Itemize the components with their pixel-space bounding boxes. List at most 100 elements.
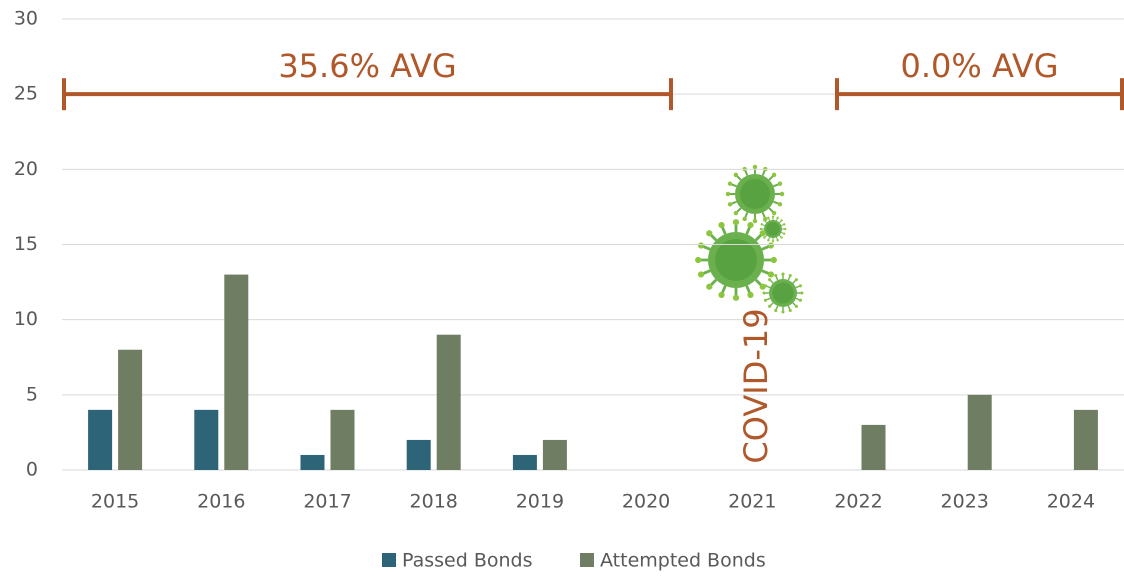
y-tick-label: 0 — [26, 459, 38, 481]
virus-spike-tip — [718, 221, 725, 229]
virus-inner — [766, 222, 780, 236]
y-tick-label: 15 — [14, 233, 38, 255]
bar — [406, 439, 431, 470]
virus-spike-tip — [759, 227, 763, 231]
virus-spike-tip — [763, 236, 766, 239]
bar — [1073, 409, 1098, 470]
virus-spike-tip — [771, 172, 777, 178]
virus-spike-tip — [697, 242, 705, 249]
virus-spike-tip — [768, 278, 772, 282]
annotation: 35.6% AVG — [278, 47, 456, 85]
bar — [967, 394, 992, 470]
virus-spike-tip — [725, 191, 731, 197]
x-tick-label: 2023 — [941, 491, 989, 513]
virus-spike-tip — [767, 239, 770, 242]
virus-spike-tip — [783, 227, 787, 231]
virus-spike-tip — [777, 202, 783, 207]
virus-spike-tip — [706, 230, 713, 237]
virus-spike-tip — [781, 310, 785, 314]
virus-spike-tip — [767, 271, 775, 278]
virus-spike-tip — [752, 164, 758, 170]
virus-spike-tip — [732, 219, 740, 226]
virus-inner — [740, 179, 770, 209]
bar — [88, 409, 113, 470]
legend-label: Attempted Bonds — [600, 550, 766, 572]
virus-spike-tip — [771, 210, 777, 216]
annotation: 0.0% AVG — [901, 47, 1059, 85]
bar — [224, 274, 249, 470]
virus-spike-tip — [780, 219, 783, 222]
x-tick-label: 2024 — [1047, 491, 1095, 513]
virus-spike-tip — [777, 181, 783, 186]
virus-spike-tip — [774, 308, 778, 313]
virus-spike-tip — [763, 219, 766, 222]
virus-spike-tip — [763, 284, 768, 288]
virus-spike-tip — [742, 216, 747, 222]
virus-spike-tip — [706, 283, 713, 290]
virus-spike-tip — [727, 202, 733, 207]
y-tick-label: 25 — [14, 83, 38, 105]
virus-spike-tip — [800, 291, 804, 295]
virus-spike-tip — [771, 239, 775, 243]
legend-swatch — [382, 553, 396, 567]
virus-spike-tip — [771, 215, 775, 219]
legend-swatch — [580, 553, 594, 567]
x-tick-label: 2020 — [622, 491, 670, 513]
annotation: COVID-19 — [737, 308, 775, 463]
virus-spike-tip — [788, 308, 792, 313]
virus-spike-tip — [747, 291, 754, 299]
bar — [861, 424, 886, 470]
x-tick-label: 2017 — [303, 491, 351, 513]
bar — [118, 349, 143, 470]
virus-spike-tip — [794, 304, 798, 308]
virus-spike-tip — [783, 223, 786, 226]
x-tick-label: 2015 — [91, 491, 139, 513]
x-tick-label: 2021 — [728, 491, 776, 513]
x-tick-label: 2022 — [834, 491, 882, 513]
y-tick-label: 10 — [14, 308, 38, 330]
virus-spike-tip — [783, 232, 786, 235]
virus-spike-tip — [788, 273, 792, 278]
x-tick-label: 2016 — [197, 491, 245, 513]
virus-spike-tip — [781, 272, 785, 276]
virus-spike-tip — [733, 172, 739, 178]
virus-spike-tip — [798, 284, 803, 288]
virus-spike-tip — [762, 291, 766, 295]
virus-spike-tip — [760, 223, 763, 226]
y-tick-label: 5 — [26, 383, 38, 405]
bar — [542, 439, 567, 470]
virus-spike-tip — [776, 216, 779, 219]
y-tick-label: 20 — [14, 158, 38, 180]
virus-spike-tip — [718, 291, 725, 299]
virus-inner — [772, 282, 794, 304]
virus-spike-tip — [798, 298, 803, 302]
virus-spike-tip — [768, 304, 772, 308]
virus-spike-tip — [695, 256, 702, 264]
bar — [194, 409, 219, 470]
bar — [330, 409, 355, 470]
bar — [300, 454, 325, 470]
x-tick-label: 2018 — [410, 491, 458, 513]
virus-spike-tip — [763, 298, 768, 302]
virus-spike-tip — [727, 181, 733, 186]
virus-inner — [715, 239, 757, 281]
virus-spike-tip — [774, 273, 778, 278]
virus-spike-tip — [747, 221, 754, 229]
bar — [512, 454, 537, 470]
virus-spike-tip — [776, 239, 779, 242]
virus-spike-tip — [770, 256, 777, 264]
virus-spike-tip — [767, 216, 770, 219]
x-tick-label: 2019 — [516, 491, 564, 513]
virus-spike-tip — [733, 210, 739, 216]
legend-label: Passed Bonds — [402, 550, 533, 572]
covid-icons — [695, 164, 804, 314]
virus-spike-tip — [732, 294, 740, 301]
virus-spike-tip — [780, 236, 783, 239]
virus-spike-tip — [794, 278, 798, 282]
virus-spike-tip — [759, 230, 766, 237]
virus-spike-tip — [767, 242, 775, 249]
virus-spike-tip — [779, 191, 785, 197]
virus-spike-tip — [697, 271, 705, 278]
